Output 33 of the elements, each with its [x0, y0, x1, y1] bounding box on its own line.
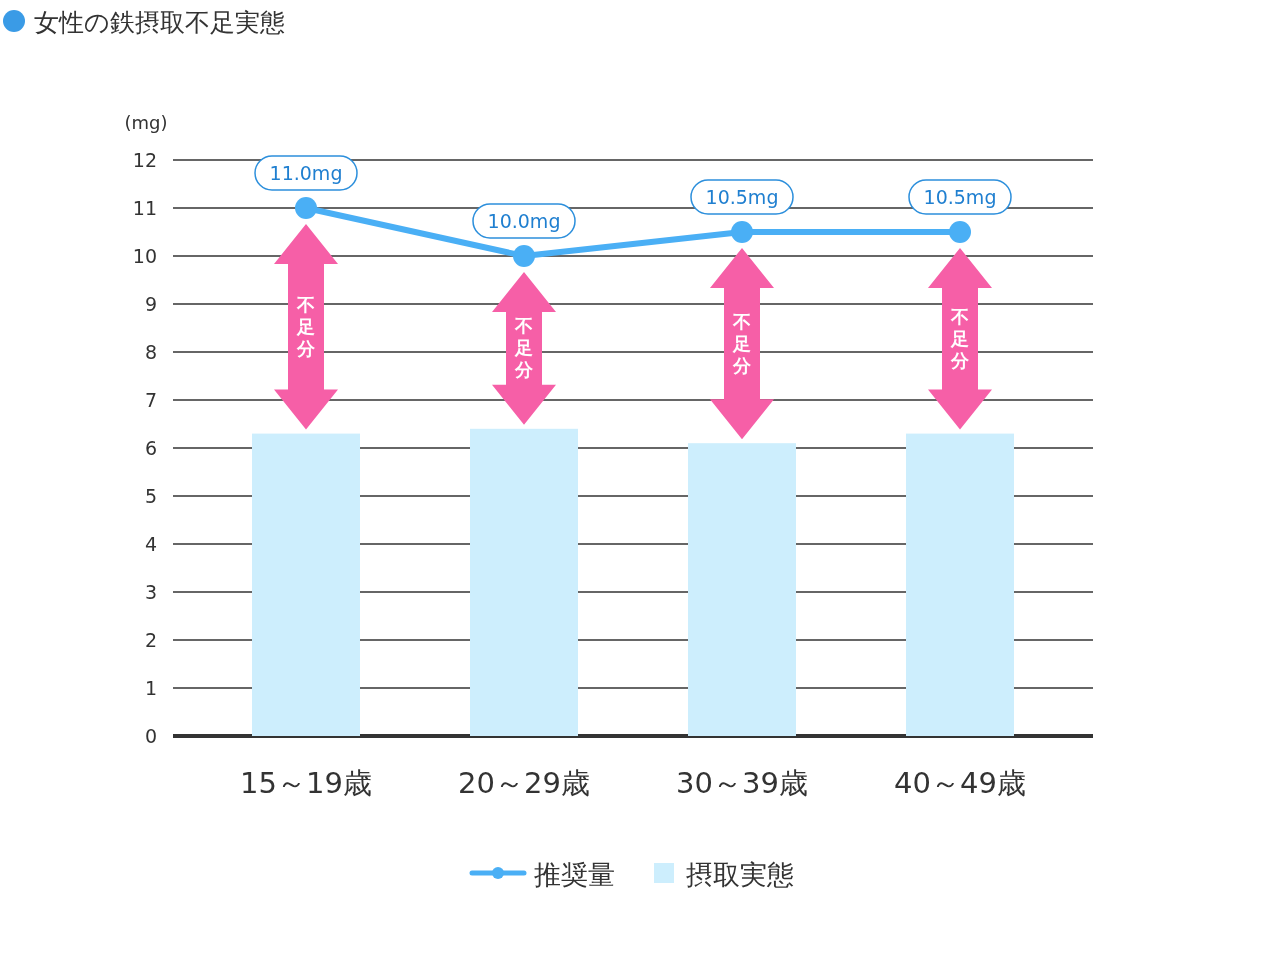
y-tick-label: 2: [144, 629, 157, 651]
point: [949, 221, 971, 243]
y-tick-label: 1: [144, 677, 157, 699]
y-axis-title: (mg): [124, 112, 168, 133]
point: [295, 197, 317, 219]
data-label: 10.5mg: [705, 186, 779, 208]
x-tick-label: 30～39歳: [676, 766, 808, 800]
y-tick-label: 4: [144, 533, 157, 555]
y-tick-label: 8: [144, 341, 157, 363]
y-tick-label: 3: [144, 581, 157, 603]
x-tick-label: 15～19歳: [240, 766, 372, 800]
y-tick-label: 7: [144, 389, 157, 411]
y-tick-label: 9: [144, 293, 157, 315]
data-label: 10.0mg: [487, 210, 561, 232]
data-label: 10.5mg: [923, 186, 997, 208]
legend-label: 摂取実態: [686, 859, 794, 890]
point: [513, 245, 535, 267]
y-tick-label: 10: [132, 245, 157, 267]
chart-title: 女性の鉄摂取不足実態: [34, 8, 285, 37]
annotation: 不足分: [950, 305, 970, 371]
data-label: 11.0mg: [269, 162, 343, 184]
y-tick-label: 12: [132, 149, 157, 171]
annotation: 不足分: [296, 293, 316, 359]
point: [731, 221, 753, 243]
x-tick-label: 40～49歳: [894, 766, 1026, 800]
annotation: 不足分: [732, 310, 752, 376]
legend-label: 推奨量: [534, 859, 615, 890]
y-tick-label: 6: [144, 437, 157, 459]
x-tick-label: 20～29歳: [458, 766, 590, 800]
y-tick-label: 5: [144, 485, 157, 507]
y-tick-label: 0: [144, 725, 157, 747]
annotation: 不足分: [514, 315, 534, 381]
y-tick-label: 11: [132, 197, 157, 219]
